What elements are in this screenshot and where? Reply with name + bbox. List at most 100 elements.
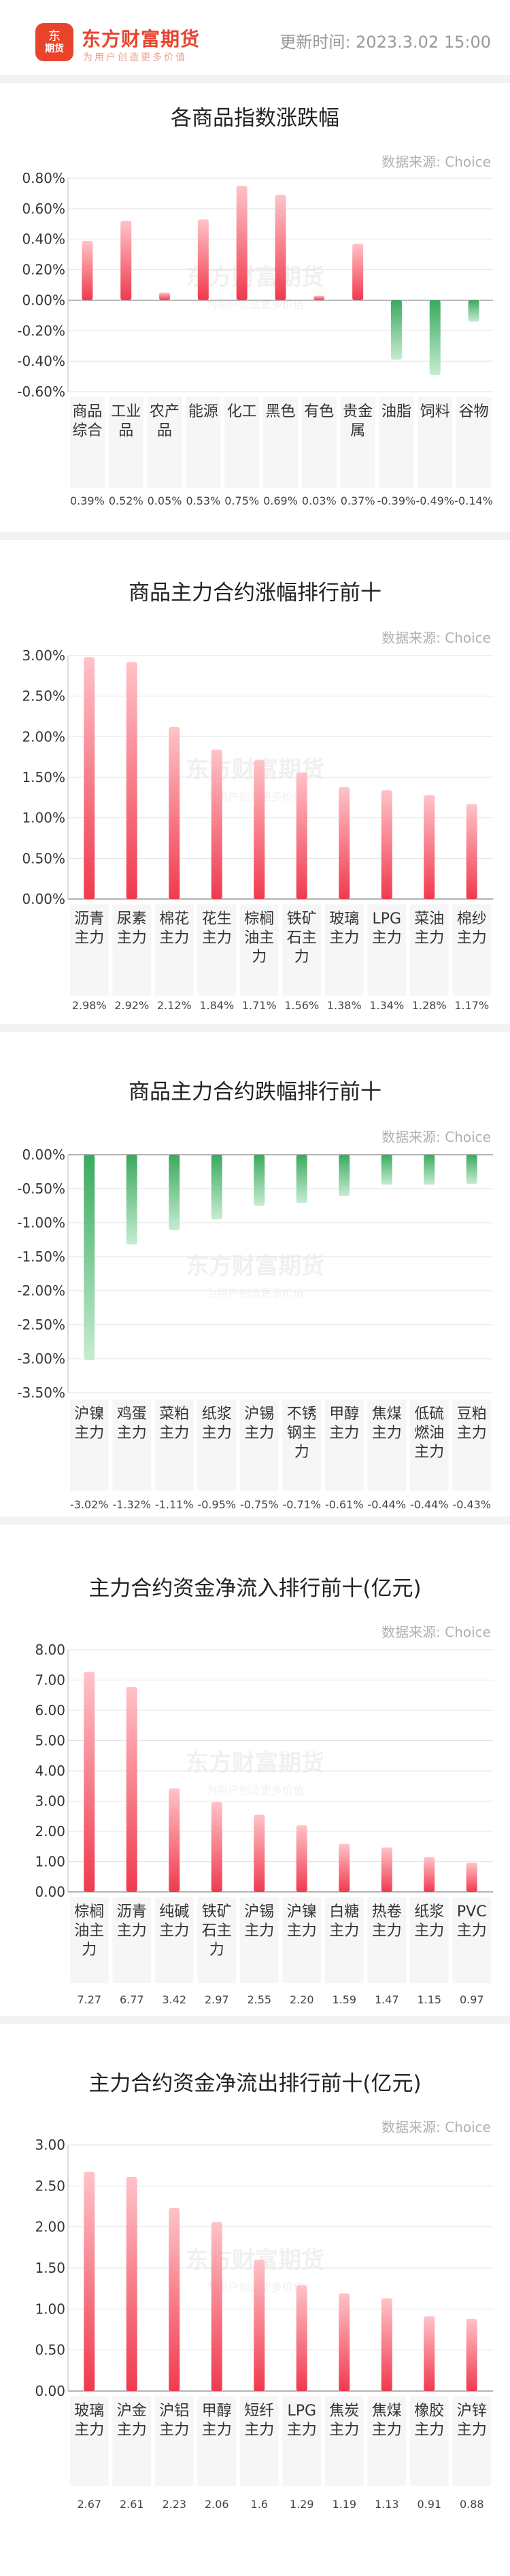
x-tick-label: 白糖主力 (329, 1903, 359, 1939)
category-cell (282, 2396, 321, 2486)
bar (466, 804, 477, 899)
x-tick-label: 化工 (227, 403, 257, 420)
y-tick-label: -1.00% (17, 1215, 65, 1231)
category-cell (367, 1897, 406, 1983)
logo-badge-text: 期货 (45, 44, 64, 54)
y-tick-label: 1.00 (35, 2301, 65, 2317)
y-tick-label: 0.00% (22, 1147, 65, 1163)
x-tick-label: 玻璃主力 (74, 2403, 104, 2439)
data-label: -0.44% (367, 1498, 406, 1511)
category-cell (240, 904, 279, 996)
category-cell (240, 1400, 279, 1491)
x-tick-label: 沪金主力 (117, 2403, 147, 2439)
watermark-brand: 东方财富期货 (186, 1253, 324, 1280)
y-tick-label: 0.40% (22, 231, 65, 248)
bar (429, 300, 441, 375)
app-header: 东 期货 东方财富期货 为用户创造更多价值 更新时间: 2023.3.02 15… (0, 0, 510, 75)
bar (381, 1847, 392, 1892)
data-label: 2.20 (290, 1993, 314, 2006)
y-tick-label: 1.50% (22, 769, 65, 785)
chart-title: 商品主力合约涨幅排行前十 (129, 581, 381, 605)
category-cell (70, 904, 109, 996)
data-label: -0.14% (454, 494, 493, 507)
x-tick-label: 纸浆主力 (202, 1406, 232, 1442)
data-label: 2.23 (162, 2498, 186, 2511)
x-tick-label: 甲醇主力 (202, 2403, 232, 2439)
x-tick-label: PVC 主力 (457, 1903, 487, 1939)
bar (466, 2318, 477, 2391)
data-label: -0.95% (197, 1498, 236, 1511)
data-label: -0.43% (452, 1498, 491, 1511)
x-tick-label: 油脂 (381, 403, 411, 420)
y-tick-label: 4.00 (35, 1763, 65, 1779)
category-cell (70, 2396, 109, 2486)
data-label: 6.77 (120, 1993, 144, 2006)
category-cell (379, 397, 414, 488)
bar (211, 2222, 222, 2391)
bar (236, 186, 248, 301)
bar (390, 300, 402, 360)
category-cell (70, 1897, 109, 1983)
bar (84, 1155, 95, 1360)
data-label: 2.98% (72, 999, 107, 1012)
y-tick-label: 7.00 (35, 1672, 65, 1689)
data-label: 2.61 (120, 2498, 144, 2511)
update-time: 更新时间: 2023.3.02 15:00 (279, 33, 491, 52)
bar (254, 760, 265, 899)
y-tick-label: 0.50 (35, 2342, 65, 2358)
data-label: 1.6 (251, 2498, 268, 2511)
x-tick-label: 纸浆主力 (414, 1903, 444, 1939)
y-tick-label: -2.50% (17, 1317, 65, 1333)
bar (84, 1672, 95, 1892)
x-tick-label: 黑色 (265, 403, 295, 420)
data-source-label: 数据来源: Choice (381, 2119, 491, 2135)
data-source-label: 数据来源: Choice (381, 1624, 491, 1640)
bar (339, 2293, 350, 2391)
y-tick-label: 2.00 (35, 1823, 65, 1840)
y-tick-label: 1.50 (35, 2260, 65, 2276)
bar (296, 1155, 307, 1203)
data-label: -0.75% (240, 1498, 279, 1511)
data-label: 0.75% (224, 494, 259, 507)
chart-title: 各商品指数涨跌幅 (171, 106, 339, 131)
bar (381, 790, 392, 899)
category-cell (240, 2396, 279, 2486)
data-label: 0.37% (341, 494, 375, 507)
bar-chart-top-gainers: 东方财富期货为用户创造更多价值3.00%2.50%2.00%1.50%1.00%… (22, 647, 493, 1012)
x-tick-label: 焦煤主力 (372, 1406, 402, 1442)
bar (120, 220, 132, 301)
category-cell (108, 397, 143, 488)
category-cell (112, 2396, 151, 2486)
x-tick-label: 豆粕主力 (457, 1406, 487, 1442)
x-tick-label: 谷物 (459, 403, 489, 420)
category-cell (155, 904, 194, 996)
x-tick-label: 鸡蛋主力 (117, 1406, 147, 1442)
y-tick-label: 0.00 (35, 2383, 65, 2399)
x-tick-label: 橡胶主力 (414, 2403, 444, 2439)
category-cell (325, 1400, 364, 1491)
y-tick-label: 0.80% (22, 170, 65, 186)
y-tick-label: 0.60% (22, 201, 65, 217)
y-tick-label: 2.00 (35, 2219, 65, 2235)
category-cell (70, 397, 105, 488)
y-tick-label: 6.00 (35, 1702, 65, 1718)
x-tick-label: 贵金属 (343, 403, 373, 439)
bar (339, 787, 350, 899)
category-cell (240, 1897, 279, 1983)
data-label: -0.49% (415, 494, 454, 507)
data-label: 1.34% (369, 999, 404, 1012)
y-tick-label: 5.00 (35, 1733, 65, 1749)
y-tick-label: -1.50% (17, 1249, 65, 1265)
x-tick-label: 农产品 (150, 403, 180, 439)
y-tick-label: 3.00 (35, 1793, 65, 1810)
data-label: 0.69% (263, 494, 298, 507)
x-tick-label: LPG 主力 (372, 911, 402, 947)
bar (313, 295, 325, 301)
y-tick-label: 3.00 (35, 2137, 65, 2153)
x-tick-label: LPG 主力 (287, 2403, 317, 2439)
y-tick-label: -0.40% (17, 353, 65, 369)
x-tick-label: 低硫燃油主力 (414, 1406, 444, 1461)
chart-section-net-outflow: 主力合约资金净流出排行前十(亿元) 数据来源: Choice 东方财富期货为用户… (0, 2024, 510, 2576)
